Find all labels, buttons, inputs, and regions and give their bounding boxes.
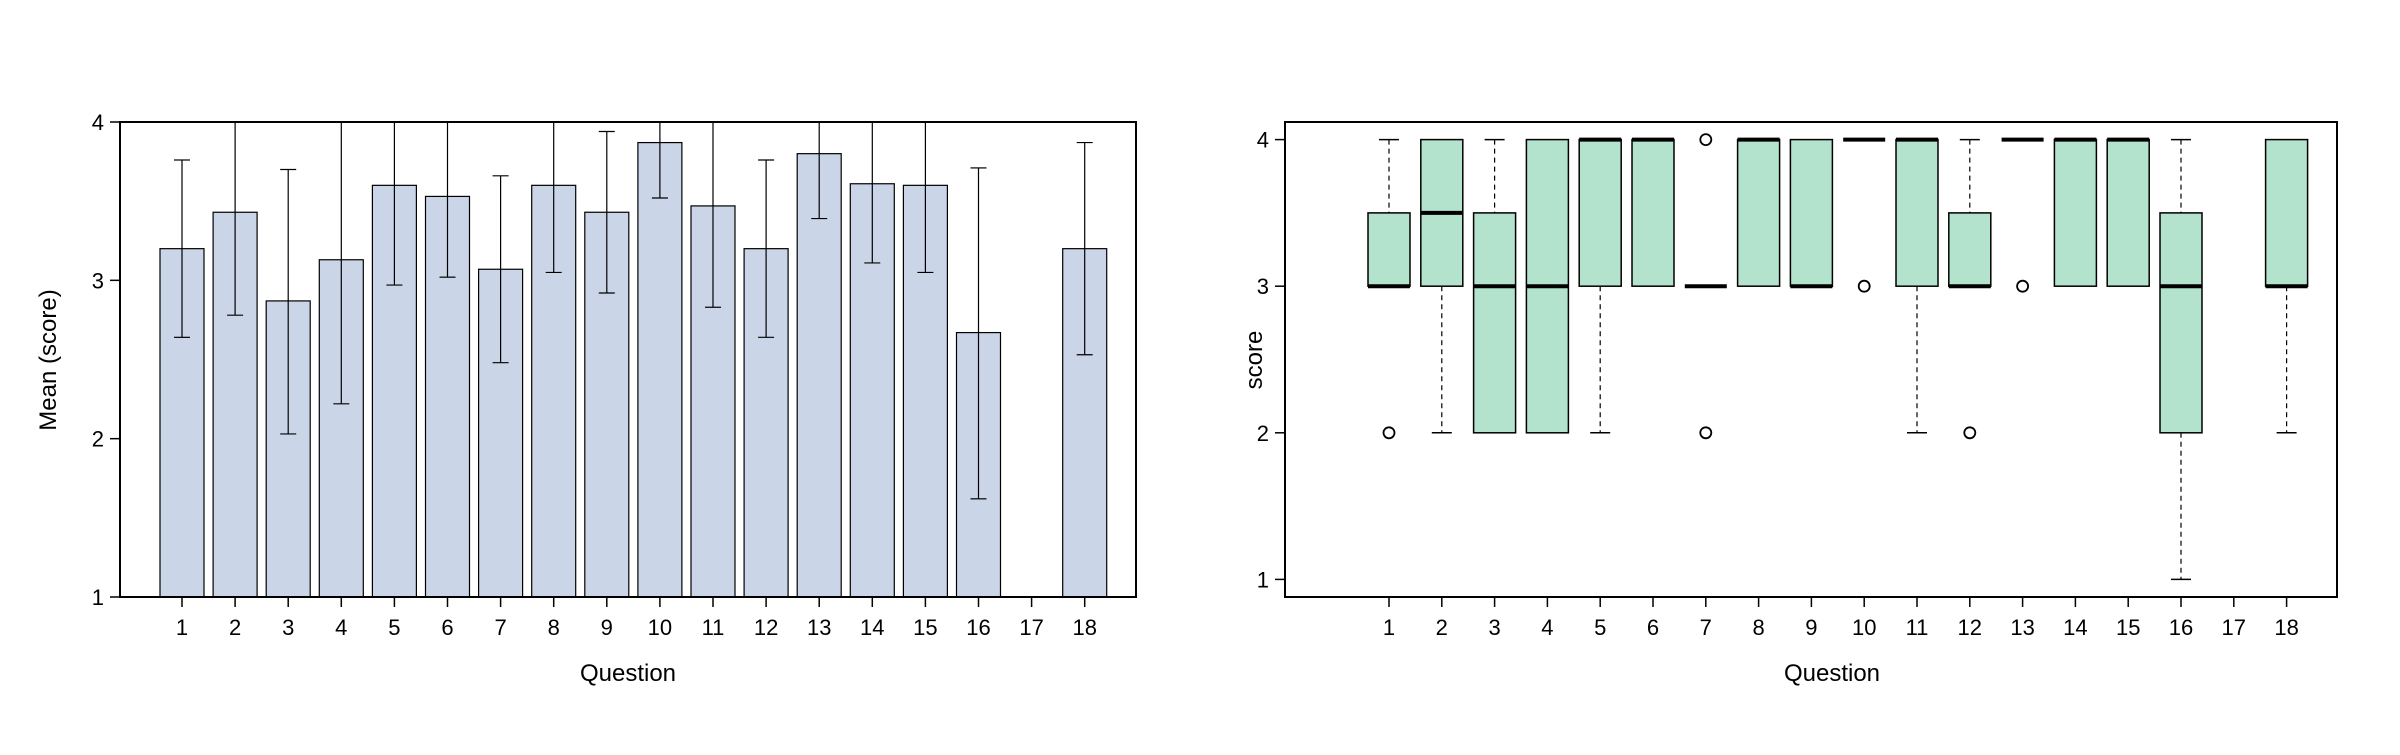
x-tick-label-q17: 17 <box>1019 615 1043 640</box>
error-bar-series <box>174 122 1093 500</box>
outlier-q12-0 <box>1963 426 1977 440</box>
box-q14 <box>2053 138 2098 287</box>
bar-chart-plot-frame <box>119 121 1137 598</box>
x-tick-label-q13: 13 <box>807 615 831 640</box>
x-tick-label-q8: 8 <box>548 615 560 640</box>
box-q9 <box>1789 138 1834 287</box>
y-tick-label-3: 3 <box>1257 274 1269 299</box>
x-tick-label-q17: 17 <box>2222 615 2246 640</box>
y-tick-label-3: 3 <box>92 268 104 293</box>
box-plot-x-axis: 1 2 3 4 5 6 7 8 9 10 11 12 13 14 15 16 17 18 <box>1383 597 2299 640</box>
x-tick-label-q12: 12 <box>1958 615 1982 640</box>
box-q6 <box>1631 138 1675 287</box>
bar-chart-y-axis-title: Mean (score) <box>35 289 62 430</box>
x-tick-label-q1: 1 <box>1383 615 1395 640</box>
x-tick-label-q8: 8 <box>1752 615 1764 640</box>
x-tick-label-q15: 15 <box>2116 615 2140 640</box>
box-q11 <box>1895 138 1939 287</box>
x-tick-label-q11: 11 <box>702 615 725 640</box>
x-tick-label-q9: 9 <box>1805 615 1817 640</box>
outlier-q7-0 <box>1699 133 1713 146</box>
bar-chart-y-axis: 1 2 3 4 <box>92 110 120 610</box>
x-tick-label-q5: 5 <box>1594 615 1606 640</box>
outlier-q7-1 <box>1699 426 1713 440</box>
x-tick-label-q1: 1 <box>176 615 188 640</box>
x-tick-label-q13: 13 <box>2010 615 2034 640</box>
box-q1 <box>1367 212 1411 287</box>
x-tick-label-q6: 6 <box>441 615 453 640</box>
y-tick-label-2: 2 <box>92 427 104 452</box>
x-tick-label-q15: 15 <box>913 615 937 640</box>
x-tick-label-q11: 11 <box>1906 615 1929 640</box>
x-tick-label-q4: 4 <box>1541 615 1553 640</box>
box-q12 <box>1948 212 1992 287</box>
x-tick-label-q12: 12 <box>754 615 778 640</box>
box-q8 <box>1736 138 1781 287</box>
x-tick-label-q14: 14 <box>2063 615 2087 640</box>
x-tick-label-q10: 10 <box>648 615 672 640</box>
x-tick-label-q18: 18 <box>2274 615 2298 640</box>
y-tick-label-1: 1 <box>92 585 104 610</box>
box-q18 <box>2264 138 2309 287</box>
y-tick-label-2: 2 <box>1257 421 1269 446</box>
bar-chart-x-axis-title: Question <box>580 660 676 687</box>
outlier-q10-0 <box>1857 279 1871 293</box>
box-plot-x-axis-title: Question <box>1784 660 1880 687</box>
box-q15 <box>2106 138 2150 287</box>
x-tick-label-q9: 9 <box>601 615 613 640</box>
x-tick-label-q2: 2 <box>229 615 241 640</box>
box-q5 <box>1578 138 1622 287</box>
bar-series <box>159 141 1108 598</box>
y-tick-label-4: 4 <box>92 110 104 135</box>
box-series <box>1367 133 2309 581</box>
box-q16 <box>2159 212 2203 434</box>
bar-q10 <box>637 141 683 598</box>
x-tick-label-q18: 18 <box>1072 615 1096 640</box>
outlier-q13-0 <box>2016 279 2029 293</box>
x-tick-label-q2: 2 <box>1436 615 1448 640</box>
x-tick-label-q10: 10 <box>1852 615 1876 640</box>
y-tick-label-4: 4 <box>1257 128 1269 153</box>
x-tick-label-q3: 3 <box>1488 615 1500 640</box>
x-tick-label-q16: 16 <box>966 615 990 640</box>
bar-chart-x-axis: 1 2 3 4 5 6 7 8 9 10 11 12 13 14 15 16 17 18 <box>176 597 1097 640</box>
box-q3 <box>1472 212 1517 434</box>
y-tick-label-1: 1 <box>1257 567 1269 592</box>
x-tick-label-q16: 16 <box>2169 615 2193 640</box>
x-tick-label-q4: 4 <box>335 615 347 640</box>
x-tick-label-q7: 7 <box>1700 615 1712 640</box>
x-tick-label-q14: 14 <box>860 615 884 640</box>
x-tick-label-q3: 3 <box>282 615 294 640</box>
x-tick-label-q7: 7 <box>494 615 506 640</box>
bar-q13 <box>796 153 842 598</box>
x-tick-label-q6: 6 <box>1647 615 1659 640</box>
box-plot-y-axis-title: score <box>1241 331 1268 390</box>
outlier-q1-0 <box>1382 426 1396 440</box>
box-plot-y-axis: 1 2 3 4 <box>1257 128 1285 592</box>
x-tick-label-q5: 5 <box>388 615 400 640</box>
